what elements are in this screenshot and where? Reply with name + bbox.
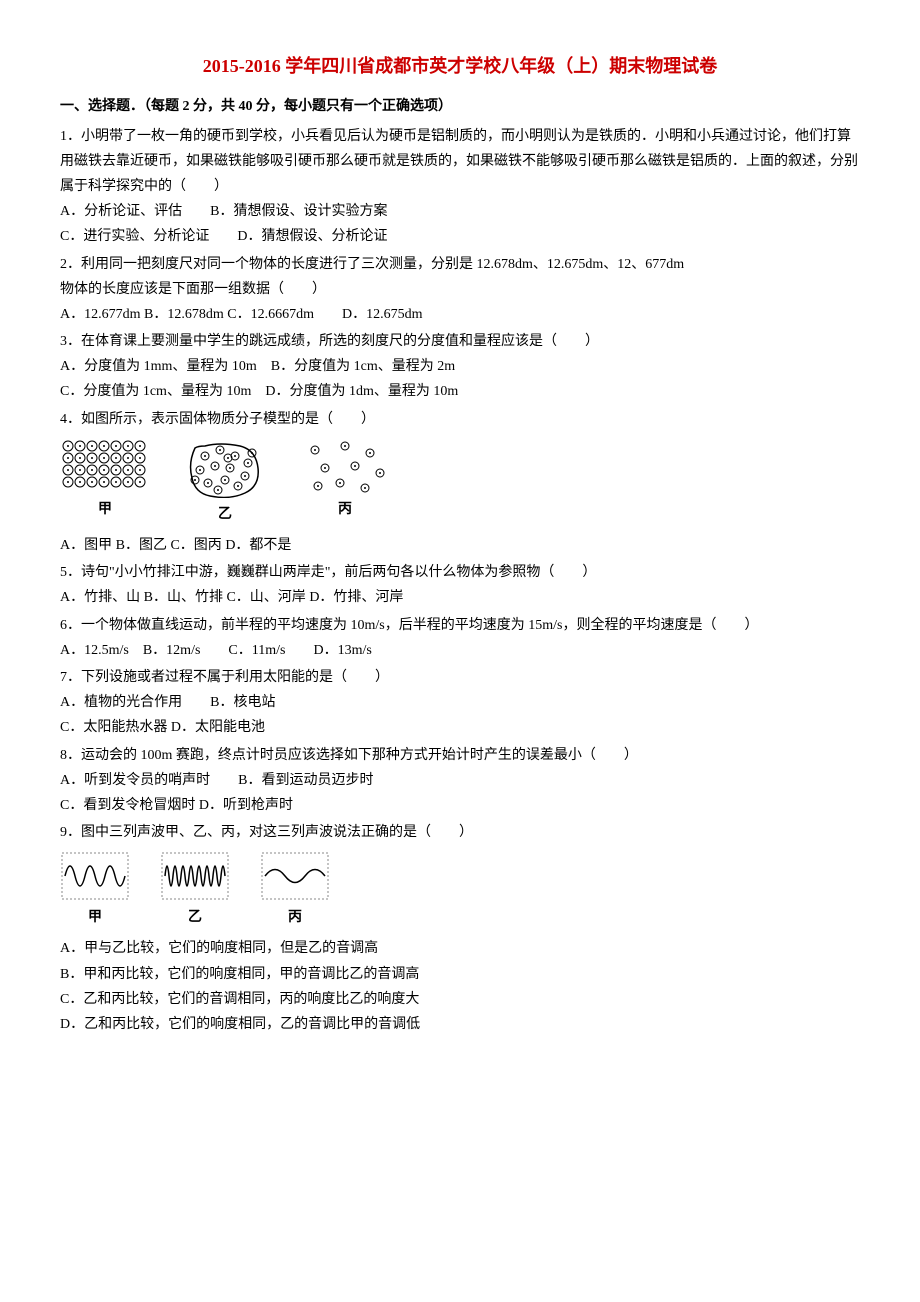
molecule-diagram-icon xyxy=(60,438,150,493)
option-c: C．图丙 xyxy=(170,538,221,553)
question-text: 1．小明带了一枚一角的硬币到学校，小兵看见后认为硬币是铝制质的，而小明则认为是铁… xyxy=(60,124,860,200)
molecule-diagram-icon xyxy=(180,438,270,498)
question-5: 5．诗句"小小竹排江中游，巍巍群山两岸走"，前后两句各以什么物体为参照物（ ） … xyxy=(60,560,860,610)
option-a: A．听到发令员的哨声时 xyxy=(60,773,210,788)
exam-title: 2015-2016 学年四川省成都市英才学校八年级（上）期末物理试卷 xyxy=(60,50,860,82)
option-d: D．都不是 xyxy=(225,538,291,553)
question-1: 1．小明带了一枚一角的硬币到学校，小兵看见后认为硬币是铝制质的，而小明则认为是铁… xyxy=(60,124,860,250)
option-c: C．太阳能热水器 xyxy=(60,720,167,735)
option-b: B．猜想假设、设计实验方案 xyxy=(210,204,387,219)
option-a: A．图甲 xyxy=(60,538,112,553)
option-a: A．竹排、山 xyxy=(60,590,140,605)
question-text: 4．如图所示，表示固体物质分子模型的是（ ） xyxy=(60,407,860,432)
question-6: 6．一个物体做直线运动，前半程的平均速度为 10m/s，后半程的平均速度为 15… xyxy=(60,613,860,663)
diagram-row: 甲 乙 丙 xyxy=(60,851,860,930)
question-7: 7．下列设施或者过程不属于利用太阳能的是（ ） A．植物的光合作用 B．核电站 … xyxy=(60,665,860,741)
option-b: B．12.678dm xyxy=(144,307,224,322)
options-row: C．看到发令枪冒烟时 D．听到枪声时 xyxy=(60,793,860,818)
diagram-bing: 丙 xyxy=(260,851,330,930)
option-a: A．植物的光合作用 xyxy=(60,695,182,710)
question-2: 2．利用同一把刻度尺对同一个物体的长度进行了三次测量，分别是 12.678dm、… xyxy=(60,252,860,328)
diagram-jia: 甲 xyxy=(60,851,130,930)
option-b: B．分度值为 1cm、量程为 2m xyxy=(271,359,455,374)
diagram-label: 甲 xyxy=(98,497,112,522)
question-8: 8．运动会的 100m 赛跑，终点计时员应该选择如下那种方式开始计时产生的误差最… xyxy=(60,743,860,819)
option-c: C．11m/s xyxy=(228,643,285,658)
option-c: C．山、河岸 xyxy=(226,590,305,605)
options-row: A．12.5m/s B．12m/s C．11m/s D．13m/s xyxy=(60,638,860,663)
option-d: D．竹排、河岸 xyxy=(309,590,403,605)
option-c: C．12.6667dm xyxy=(227,307,314,322)
question-3: 3．在体育课上要测量中学生的跳远成绩，所选的刻度尺的分度值和量程应该是（ ） A… xyxy=(60,329,860,405)
options-row: A．植物的光合作用 B．核电站 xyxy=(60,690,860,715)
option-b: B．看到运动员迈步时 xyxy=(238,773,373,788)
option-d: D．太阳能电池 xyxy=(171,720,265,735)
question-text: 9．图中三列声波甲、乙、丙，对这三列声波说法正确的是（ ） xyxy=(60,820,860,845)
diagram-label: 丙 xyxy=(288,905,302,930)
question-text: 5．诗句"小小竹排江中游，巍巍群山两岸走"，前后两句各以什么物体为参照物（ ） xyxy=(60,560,860,585)
option-b: B．核电站 xyxy=(210,695,275,710)
option-d: D．12.675dm xyxy=(342,307,423,322)
molecule-diagram-icon xyxy=(300,438,390,493)
diagram-yi: 乙 xyxy=(180,438,270,527)
diagram-row: 甲 乙 丙 xyxy=(60,438,860,527)
section-header: 一、选择题．（每题 2 分，共 40 分，每小题只有一个正确选项） xyxy=(60,94,860,119)
option-d: D．猜想假设、分析论证 xyxy=(237,229,387,244)
options-row: A．图甲 B．图乙 C．图丙 D．都不是 xyxy=(60,533,860,558)
option-b: B．甲和丙比较，它们的响度相同，甲的音调比乙的音调高 xyxy=(60,962,860,987)
option-c: C．进行实验、分析论证 xyxy=(60,229,209,244)
sound-wave-icon xyxy=(260,851,330,901)
options-row: A．分析论证、评估 B．猜想假设、设计实验方案 xyxy=(60,199,860,224)
question-4: 4．如图所示，表示固体物质分子模型的是（ ） 甲 乙 丙 A．图甲 B．图乙 C… xyxy=(60,407,860,559)
question-text: 7．下列设施或者过程不属于利用太阳能的是（ ） xyxy=(60,665,860,690)
option-b: B．12m/s xyxy=(143,643,201,658)
option-a: A．12.677dm xyxy=(60,307,141,322)
question-text: 8．运动会的 100m 赛跑，终点计时员应该选择如下那种方式开始计时产生的误差最… xyxy=(60,743,860,768)
option-d: D．分度值为 1dm、量程为 10m xyxy=(265,384,458,399)
option-c: C．看到发令枪冒烟时 xyxy=(60,798,195,813)
diagram-bing: 丙 xyxy=(300,438,390,522)
options-row: A．竹排、山 B．山、竹排 C．山、河岸 D．竹排、河岸 xyxy=(60,585,860,610)
options-row: C．太阳能热水器 D．太阳能电池 xyxy=(60,715,860,740)
options-row: C．分度值为 1cm、量程为 10m D．分度值为 1dm、量程为 10m xyxy=(60,379,860,404)
diagram-label: 乙 xyxy=(218,502,232,527)
option-d: D．乙和丙比较，它们的响度相同，乙的音调比甲的音调低 xyxy=(60,1012,860,1037)
question-text: 物体的长度应该是下面那一组数据（ ） xyxy=(60,277,860,302)
options-row: C．进行实验、分析论证 D．猜想假设、分析论证 xyxy=(60,224,860,249)
question-9: 9．图中三列声波甲、乙、丙，对这三列声波说法正确的是（ ） 甲 乙 丙 A．甲与… xyxy=(60,820,860,1037)
option-d: D．13m/s xyxy=(313,643,371,658)
option-a: A．12.5m/s xyxy=(60,643,129,658)
diagram-label: 甲 xyxy=(88,905,102,930)
options-row: A．分度值为 1mm、量程为 10m B．分度值为 1cm、量程为 2m xyxy=(60,354,860,379)
diagram-label: 乙 xyxy=(188,905,202,930)
option-a: A．分度值为 1mm、量程为 10m xyxy=(60,359,257,374)
option-a: A．甲与乙比较，它们的响度相同，但是乙的音调高 xyxy=(60,936,860,961)
option-c: C．乙和丙比较，它们的音调相同，丙的响度比乙的响度大 xyxy=(60,987,860,1012)
option-c: C．分度值为 1cm、量程为 10m xyxy=(60,384,251,399)
option-b: B．图乙 xyxy=(116,538,167,553)
sound-wave-icon xyxy=(160,851,230,901)
option-d: D．听到枪声时 xyxy=(199,798,293,813)
diagram-jia: 甲 xyxy=(60,438,150,522)
question-text: 6．一个物体做直线运动，前半程的平均速度为 10m/s，后半程的平均速度为 15… xyxy=(60,613,860,638)
diagram-yi: 乙 xyxy=(160,851,230,930)
question-text: 3．在体育课上要测量中学生的跳远成绩，所选的刻度尺的分度值和量程应该是（ ） xyxy=(60,329,860,354)
option-a: A．分析论证、评估 xyxy=(60,204,182,219)
question-text: 2．利用同一把刻度尺对同一个物体的长度进行了三次测量，分别是 12.678dm、… xyxy=(60,252,860,277)
options-row: A．听到发令员的哨声时 B．看到运动员迈步时 xyxy=(60,768,860,793)
sound-wave-icon xyxy=(60,851,130,901)
option-b: B．山、竹排 xyxy=(144,590,223,605)
diagram-label: 丙 xyxy=(338,497,352,522)
options-row: A．12.677dm B．12.678dm C．12.6667dm D．12.6… xyxy=(60,302,860,327)
